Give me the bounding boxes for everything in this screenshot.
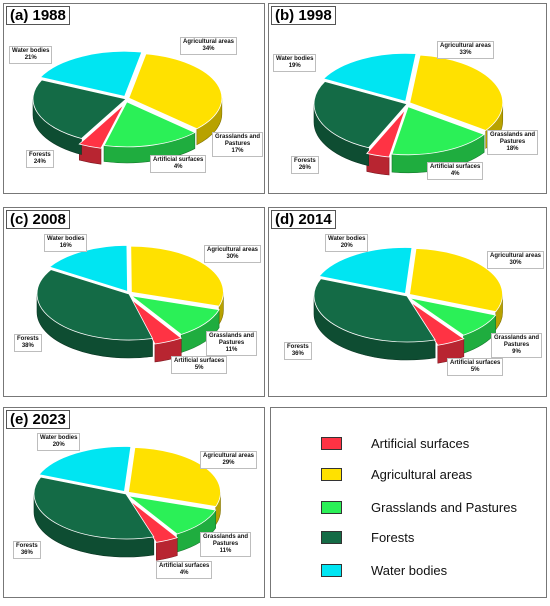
pie-slice-grasslands (409, 297, 497, 336)
pie-slice-grasslands (131, 295, 220, 335)
pie-panel-2023: (e) 2023 Water bodies 20% Agricultural ar… (3, 407, 265, 598)
label-artificial-surfaces: Artificial surfaces 5% (447, 358, 504, 376)
label-water-bodies: Water bodies 19% (273, 54, 317, 72)
panel-title: (c) 2008 (6, 210, 70, 229)
pie-slice-artificial (409, 301, 465, 346)
pie-slice-artificial (131, 299, 183, 345)
pie-slice-forests (32, 79, 127, 139)
label-water-bodies: Water bodies 21% (9, 46, 53, 64)
pie-chart-2014 (313, 247, 503, 364)
legend-label: Water bodies (371, 563, 448, 578)
label-grasslands: Grasslands and Pastures 9% (491, 333, 543, 358)
legend-swatch (321, 531, 342, 544)
label-artificial-surfaces: Artificial surfaces 4% (150, 155, 207, 173)
label-forests: Forests 26% (291, 156, 319, 174)
pie-panel-1998: (b) 1998 Water bodies 19% Agricultural ar… (268, 3, 547, 194)
legend-swatch (321, 564, 342, 577)
pie-panel-2008: (c) 2008 Water bodies 16% Agricultural ar… (3, 207, 265, 397)
panel-title: (e) 2023 (6, 410, 70, 429)
label-agricultural-areas: Agricultural areas 34% (180, 37, 238, 55)
pie-slice-artificial (366, 109, 406, 158)
pie-slice-water (39, 50, 143, 97)
pie-slice-water (322, 52, 417, 102)
pie-chart-2023 (33, 446, 221, 561)
label-forests: Forests 38% (14, 334, 42, 352)
panel-title: (d) 2014 (271, 210, 336, 229)
label-grasslands: Grasslands and Pastures 17% (212, 132, 264, 157)
label-forests: Forests 36% (284, 342, 312, 360)
label-water-bodies: Water bodies 16% (44, 234, 88, 252)
pie-slice-forests (36, 269, 154, 341)
pie-slice-grasslands (128, 495, 217, 535)
panel-title: (b) 1998 (271, 6, 336, 25)
label-forests: Forests 36% (13, 541, 41, 559)
pie-tops (36, 244, 224, 345)
label-agricultural-areas: Agricultural areas 29% (200, 451, 258, 469)
pie-chart-2008 (36, 244, 224, 363)
label-artificial-surfaces: Artificial surfaces 5% (171, 356, 228, 374)
pie-tops (32, 50, 223, 149)
legend-swatch (321, 437, 342, 450)
pie-slice-forests (33, 476, 155, 540)
pie-slice-artificial (78, 104, 125, 149)
legend-label: Artificial surfaces (371, 436, 470, 451)
pie-slice-agricultural (409, 248, 503, 313)
legend-label: Forests (371, 530, 415, 545)
pie-chart-1988 (32, 50, 223, 165)
legend-swatch (321, 501, 342, 514)
pie-tops (33, 446, 221, 543)
legend-swatch (321, 468, 342, 481)
pie-slice-forests (313, 278, 436, 343)
label-grasslands: Grasslands and Pastures 18% (487, 130, 539, 155)
pie-slice-water (318, 247, 413, 294)
label-artificial-surfaces: Artificial surfaces 4% (427, 162, 484, 180)
legend-label: Grasslands and Pastures (371, 500, 517, 515)
label-agricultural-areas: Agricultural areas 33% (437, 41, 495, 59)
legend-label: Agricultural areas (371, 467, 473, 482)
label-water-bodies: Water bodies 20% (37, 433, 81, 451)
pie-slice-agricultural (128, 53, 223, 130)
label-grasslands: Grasslands and Pastures 11% (200, 532, 252, 557)
pie-panel-2014: (d) 2014 Water bodies 20% Agricultural ar… (268, 207, 547, 397)
label-artificial-surfaces: Artificial surfaces 4% (156, 561, 213, 579)
pie-slice-grasslands (103, 101, 196, 148)
label-agricultural-areas: Agricultural areas 30% (204, 245, 262, 263)
pie-tops (313, 247, 503, 346)
pie-slice-artificial (128, 499, 179, 543)
label-agricultural-areas: Agricultural areas 30% (487, 251, 545, 269)
label-water-bodies: Water bodies 20% (325, 234, 369, 252)
pie-slice-grasslands (391, 106, 485, 156)
pie-slice-agricultural (130, 245, 224, 307)
label-grasslands: Grasslands and Pastures 11% (206, 331, 258, 356)
panel-title: (a) 1988 (6, 6, 70, 25)
pie-slice-forests (313, 81, 408, 149)
pie-tops (313, 52, 504, 158)
pie-slice-water (38, 446, 132, 492)
legend: Artificial surfaces Agricultural areas G… (270, 407, 547, 598)
label-forests: Forests 24% (26, 150, 54, 168)
pie-panel-1988: (a) 1988 Water bodies 21% Agricultural ar… (3, 3, 265, 194)
